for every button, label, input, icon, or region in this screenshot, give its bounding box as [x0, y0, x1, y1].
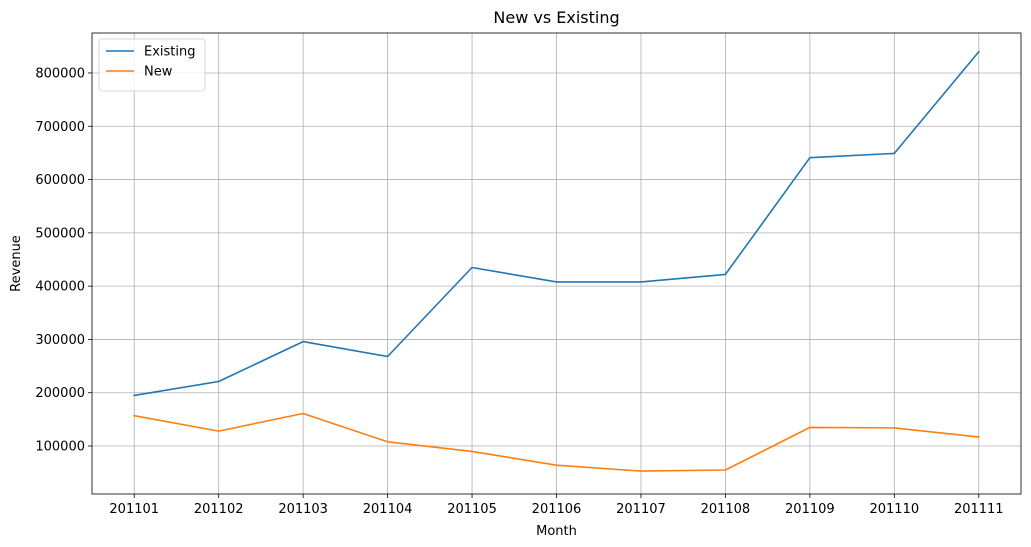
x-tick-label: 201110	[869, 502, 919, 517]
legend-box	[98, 38, 206, 92]
legend-label: Existing	[144, 45, 196, 60]
legend-label: New	[144, 65, 173, 80]
legend: Existing New	[98, 38, 206, 92]
y-tick-label: 200000	[35, 386, 85, 401]
y-tick-label: 800000	[35, 66, 85, 81]
series-line-new	[133, 412, 980, 472]
series-layer	[133, 50, 980, 472]
x-tick-label: 201104	[363, 502, 413, 517]
x-tick-label: 201101	[109, 502, 159, 517]
x-tick-label: 201109	[785, 502, 835, 517]
x-tick-label: 201111	[954, 502, 1004, 517]
y-tick-label: 100000	[35, 440, 85, 455]
x-tick-label: 201106	[532, 502, 582, 517]
y-tick-label: 700000	[35, 120, 85, 135]
y-tick-label: 600000	[35, 173, 85, 188]
y-axis: 100000 200000 300000 400000 500000 600000 7000…	[35, 66, 92, 455]
y-tick-label: 300000	[35, 333, 85, 348]
y-tick-label: 500000	[35, 226, 85, 241]
x-axis: 201101 201102 201103 201104 201105 201106 2011…	[109, 494, 1004, 517]
grid	[92, 33, 1021, 494]
chart-title: New vs Existing	[493, 8, 619, 27]
x-tick-label: 201102	[194, 502, 244, 517]
x-tick-label: 201105	[447, 502, 497, 517]
y-tick-label: 400000	[35, 280, 85, 295]
x-axis-label: Month	[536, 524, 577, 539]
y-axis-label: Revenue	[9, 235, 24, 292]
x-tick-label: 201103	[278, 502, 328, 517]
series-line-existing	[133, 50, 980, 397]
x-tick-label: 201107	[616, 502, 666, 517]
x-tick-label: 201108	[701, 502, 751, 517]
